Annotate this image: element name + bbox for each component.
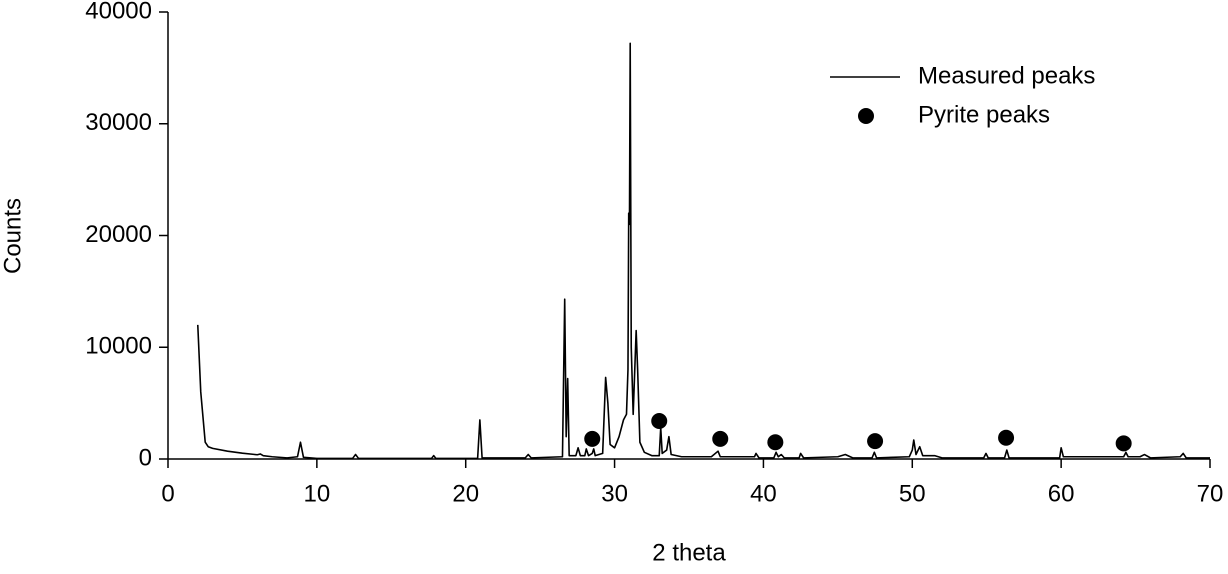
y-tick-label: 30000	[85, 109, 152, 136]
legend-label: Measured peaks	[918, 62, 1095, 89]
pyrite-marker	[998, 429, 1015, 446]
pyrite-marker	[712, 430, 729, 447]
x-tick-label: 30	[601, 480, 628, 507]
pyrite-marker	[651, 413, 668, 430]
y-tick-label: 10000	[85, 333, 152, 360]
pyrite-marker	[584, 430, 601, 447]
pyrite-marker	[767, 434, 784, 451]
measured-line	[196, 42, 1210, 460]
x-tick-label: 70	[1197, 480, 1224, 507]
x-tick-label: 10	[304, 480, 331, 507]
pyrite-marker	[1115, 435, 1132, 452]
y-tick-label: 40000	[85, 0, 152, 24]
x-tick-label: 20	[452, 480, 479, 507]
pyrite-marker	[867, 433, 884, 450]
legend-swatch	[858, 108, 874, 124]
x-tick-label: 40	[750, 480, 777, 507]
x-tick-label: 0	[161, 480, 174, 507]
x-tick-label: 50	[899, 480, 926, 507]
y-tick-label: 20000	[85, 221, 152, 248]
x-tick-label: 60	[1048, 480, 1075, 507]
legend-label: Pyrite peaks	[918, 101, 1050, 128]
y-axis-label: Counts	[0, 198, 26, 274]
y-tick-label: 0	[139, 444, 152, 471]
x-axis-label: 2 theta	[652, 539, 726, 566]
